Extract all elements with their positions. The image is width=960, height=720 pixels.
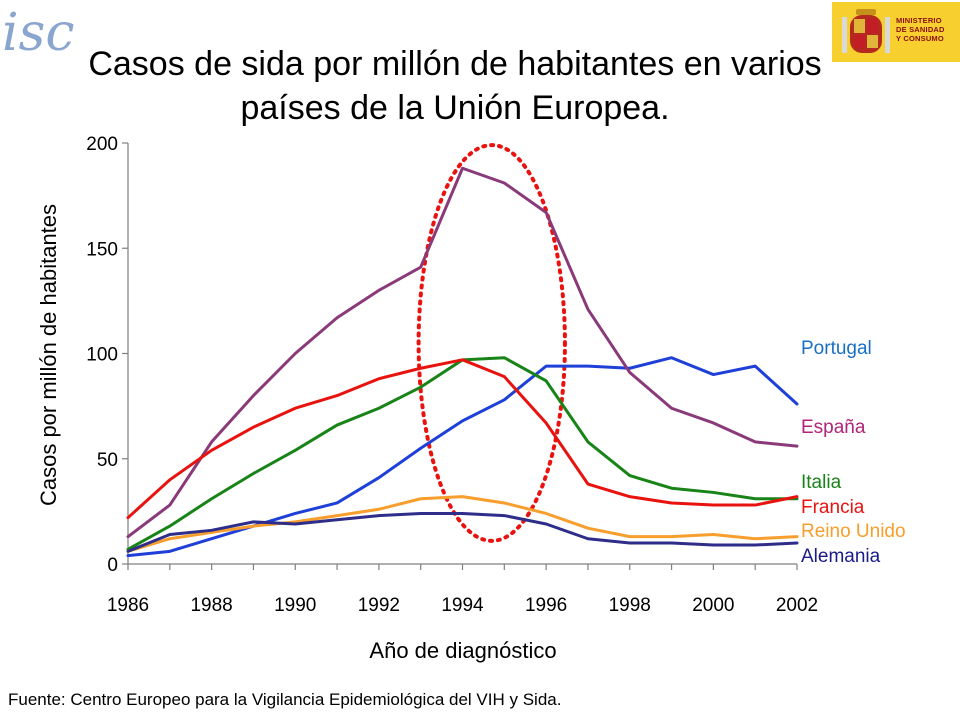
x-tick-label: 1994 xyxy=(441,595,484,616)
highlight-ellipse xyxy=(416,143,567,543)
series-label-italia: Italia xyxy=(801,472,842,493)
chart-title: Casos de sida por millón de habitantes e… xyxy=(88,45,822,127)
series-line-francia xyxy=(126,358,799,520)
series-label-francia: Francia xyxy=(801,497,865,518)
series-label-españa: España xyxy=(801,417,866,438)
x-tick-label: 1996 xyxy=(525,595,567,616)
y-tick-label: 200 xyxy=(86,134,118,155)
y-tick-label: 0 xyxy=(107,555,118,576)
series-labels: Portugal España Italia Francia Reino Unido Al… xyxy=(801,338,906,567)
isc-logo: isc xyxy=(2,3,74,60)
series-label-portugal: Portugal xyxy=(801,338,872,359)
chart-axes: 0 50 100 150 200 1986 1988 1990 1992 1994 1996 1998… xyxy=(86,134,818,616)
ministerio-line-1: MINISTERIO xyxy=(896,16,942,25)
ministerio-logo: MINISTERIO DE SANIDAD Y CONSUMO xyxy=(832,2,960,62)
ministerio-line-3: Y CONSUMO xyxy=(896,34,944,43)
series-line-alemania xyxy=(126,511,799,553)
coat-of-arms-icon xyxy=(842,9,890,53)
x-tick-label: 2002 xyxy=(776,595,818,616)
series-label-alemania: Alemania xyxy=(801,546,881,567)
x-tick-label: 1988 xyxy=(190,595,232,616)
x-tick-label: 2000 xyxy=(692,595,734,616)
y-tick-label: 150 xyxy=(86,239,118,260)
series-line-reino-unido xyxy=(126,495,799,553)
ministerio-line-2: DE SANIDAD xyxy=(896,25,945,34)
highlight-ellipse-shape xyxy=(416,143,567,543)
x-axis-label: Año de diagnóstico xyxy=(369,638,556,663)
series-line-portugal xyxy=(126,356,799,558)
series-label-reino-unido: Reino Unido xyxy=(801,521,906,542)
x-tick-label: 1992 xyxy=(358,595,400,616)
y-tick-label: 50 xyxy=(97,450,118,471)
x-tick-label: 1986 xyxy=(107,595,149,616)
source-note: Fuente: Centro Europeo para la Vigilanci… xyxy=(8,690,562,709)
y-tick-label: 100 xyxy=(86,345,118,366)
x-tick-label: 1998 xyxy=(609,595,651,616)
x-tick-label: 1990 xyxy=(274,595,316,616)
series-line-españa xyxy=(126,166,799,539)
series-line-italia xyxy=(126,356,799,551)
isc-logo-text: isc xyxy=(2,3,74,60)
y-axis-label: Casos por millón de habitantes xyxy=(36,204,61,506)
chart-series xyxy=(126,166,799,558)
